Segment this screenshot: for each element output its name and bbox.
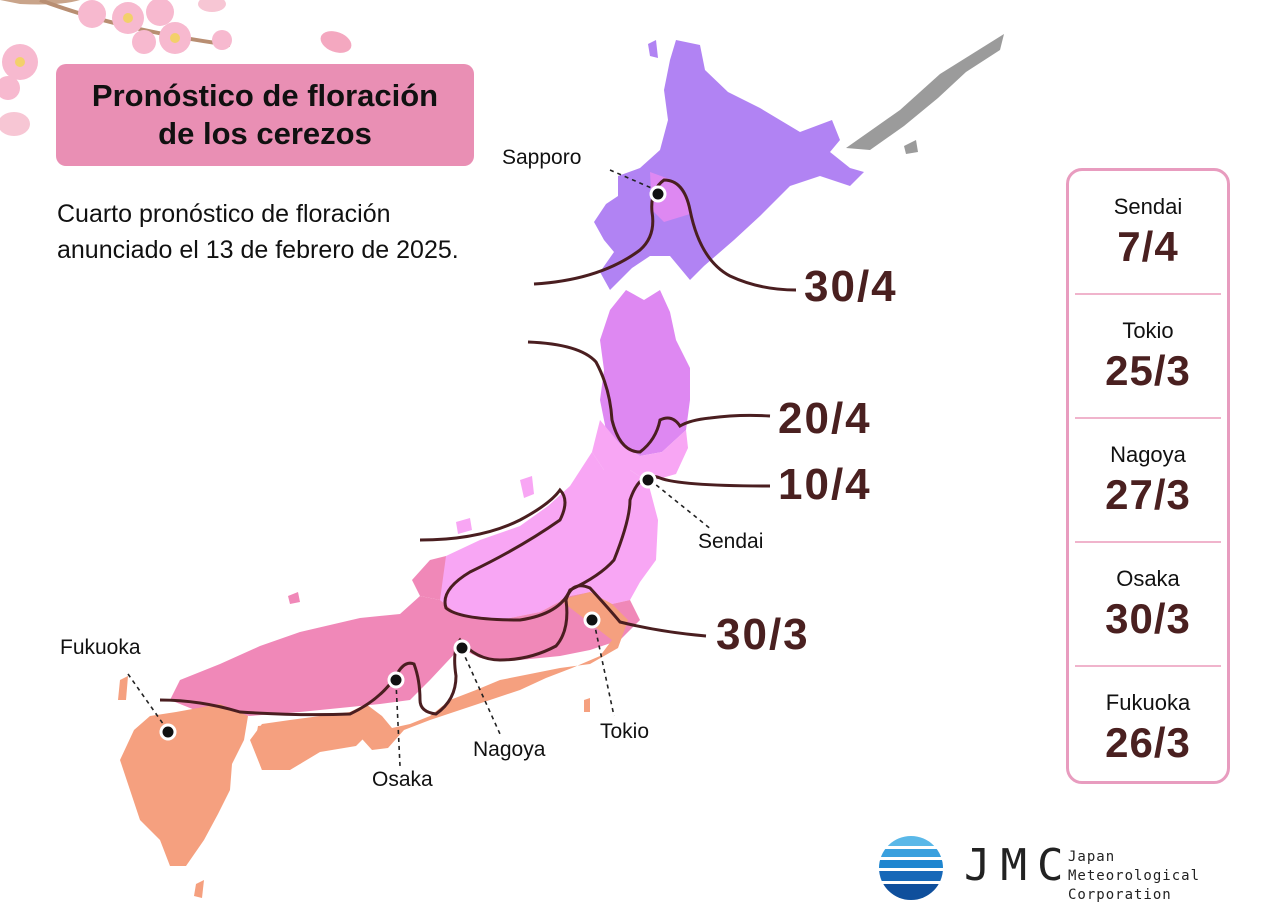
central-honshu-region: [170, 452, 658, 716]
isoline-date-30-4: 30/4: [804, 262, 898, 311]
hokkaido-region: [594, 34, 1004, 290]
isolines: [159, 178, 797, 717]
forecast-date: 30/3: [1105, 595, 1191, 642]
forecast-city: Tokio: [1122, 318, 1174, 343]
isoline-date-10-4: 10/4: [778, 460, 872, 509]
isoline-10-4: [419, 474, 771, 622]
label-sapporo: Sapporo: [502, 146, 582, 169]
southern-region: [118, 592, 628, 898]
subtitle-line-1: Cuarto pronóstico de floración: [57, 200, 391, 228]
jmc-logo-name-line-1: Japan Meteorological: [1068, 849, 1201, 884]
leader-lines: [127, 169, 713, 767]
forecast-city: Fukuoka: [1105, 690, 1191, 715]
label-fukuoka: Fukuoka: [60, 636, 141, 659]
forecast-date: 25/3: [1105, 347, 1191, 394]
forecast-city: Nagoya: [1110, 442, 1186, 467]
forecast-date: 27/3: [1105, 471, 1191, 518]
label-tokio: Tokio: [600, 720, 650, 743]
label-osaka: Osaka: [372, 768, 433, 791]
cherry-blossom-decoration: [0, 0, 352, 136]
jmc-logo-text: JMC: [964, 840, 1074, 891]
title-line-1: Pronóstico de floración: [91, 78, 439, 113]
jmc-logo-name: Japan Meteorological Corporation: [1068, 848, 1252, 905]
isoline-date-30-3: 30/3: [716, 610, 810, 659]
forecast-date: 26/3: [1105, 719, 1191, 766]
sado-island: [520, 476, 534, 498]
forecast-row-fukuoka: Fukuoka 26/3: [1075, 667, 1221, 789]
jmc-logo-name-line-2: Corporation: [1068, 887, 1172, 903]
forecast-city: Osaka: [1116, 566, 1180, 591]
label-sendai: Sendai: [698, 530, 764, 553]
jmc-logo-mark-icon: [879, 836, 943, 900]
tohoku-region: [592, 290, 690, 482]
forecast-row-nagoya: Nagoya 27/3: [1075, 419, 1221, 543]
subtitle: Cuarto pronóstico de floración anunciado…: [57, 196, 577, 268]
forecast-panel: Sendai 7/4 Tokio 25/3 Nagoya 27/3 Osaka …: [1066, 168, 1230, 784]
forecast-row-sendai: Sendai 7/4: [1075, 171, 1221, 295]
kuril-islands: [846, 34, 1004, 150]
isoline-20-4: [527, 340, 771, 454]
forecast-city: Sendai: [1113, 194, 1183, 219]
subtitle-line-2: anunciado el 13 de febrero de 2025.: [57, 236, 459, 264]
jmc-logo: JMC Japan Meteorological Corporation: [872, 832, 1252, 905]
isoline-30-3: [159, 584, 707, 717]
forecast-row-osaka: Osaka 30/3: [1075, 543, 1221, 667]
kyushu: [120, 704, 248, 866]
city-markers: [159, 185, 667, 741]
isoline-date-20-4: 20/4: [778, 394, 872, 443]
isoline-30-4: [533, 178, 797, 292]
forecast-date: 7/4: [1117, 223, 1179, 270]
title-box: Pronóstico de floración de los cerezos: [56, 64, 474, 166]
title-line-2: de los cerezos: [158, 116, 372, 151]
label-nagoya: Nagoya: [473, 738, 546, 761]
forecast-row-tokio: Tokio 25/3: [1075, 295, 1221, 419]
shikoku: [254, 712, 372, 770]
